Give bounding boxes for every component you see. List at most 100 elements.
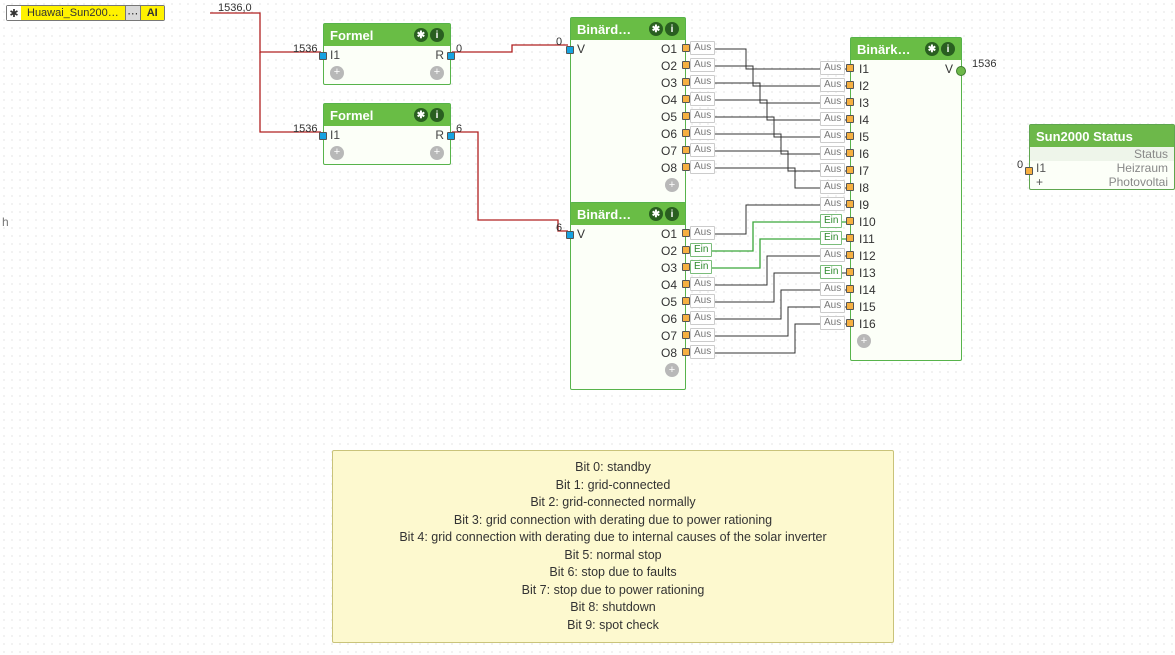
wire-state-label: Aus bbox=[820, 316, 845, 330]
gear-icon[interactable]: ✱ bbox=[414, 28, 428, 42]
wire-state-label: Aus bbox=[820, 282, 845, 296]
add-input-icon[interactable]: + bbox=[330, 66, 344, 80]
port-in-i4[interactable] bbox=[846, 115, 854, 123]
port-out-o8[interactable] bbox=[682, 348, 690, 356]
formel-block-1[interactable]: Formel ✱ i I1 R + + bbox=[323, 23, 451, 85]
input-label: I14 bbox=[859, 283, 876, 297]
source-out-value: 1536,0 bbox=[218, 2, 252, 14]
port-out-r[interactable] bbox=[447, 52, 455, 60]
input-label: I4 bbox=[859, 113, 869, 127]
add-output-icon[interactable]: + bbox=[430, 66, 444, 80]
info-icon[interactable]: i bbox=[665, 207, 679, 221]
port-in-i11[interactable] bbox=[846, 234, 854, 242]
add-input-icon[interactable]: + bbox=[1036, 175, 1043, 189]
add-output-icon[interactable]: + bbox=[665, 178, 679, 192]
port-in-i1[interactable] bbox=[319, 52, 327, 60]
gear-icon[interactable]: ✱ bbox=[7, 6, 21, 20]
output-label: O3 bbox=[661, 261, 677, 275]
wire-state-label: Aus bbox=[690, 143, 715, 157]
add-input-icon[interactable]: + bbox=[330, 146, 344, 160]
binary-decoder-block-1[interactable]: Binärd… ✱ i VO1O2O3O4O5O6O7O8+ bbox=[570, 17, 686, 205]
wire-state-label: Aus bbox=[690, 75, 715, 89]
port-in-i10[interactable] bbox=[846, 217, 854, 225]
source-block[interactable]: ✱ Huawai_Sun200… ⋯ AI bbox=[6, 5, 165, 21]
port-out-o2[interactable] bbox=[682, 246, 690, 254]
info-icon[interactable]: i bbox=[430, 108, 444, 122]
port-out-o1[interactable] bbox=[682, 44, 690, 52]
port-in-i7[interactable] bbox=[846, 166, 854, 174]
binary-encoder-block[interactable]: Binärk… ✱ i VI1I2I3I4I5I6I7I8I9I10I11I12… bbox=[850, 37, 962, 361]
port-out-o7[interactable] bbox=[682, 331, 690, 339]
add-output-icon[interactable]: + bbox=[665, 363, 679, 377]
status-text-block[interactable]: Sun2000 Status Status I1 Heizraum + Phot… bbox=[1029, 124, 1175, 190]
info-icon[interactable]: i bbox=[665, 22, 679, 36]
port-out-o3[interactable] bbox=[682, 78, 690, 86]
block-header[interactable]: Binärk… ✱ i bbox=[851, 38, 961, 60]
output-label: O8 bbox=[661, 161, 677, 175]
port-out-o5[interactable] bbox=[682, 297, 690, 305]
info-icon[interactable]: i bbox=[430, 28, 444, 42]
gear-icon[interactable]: ✱ bbox=[649, 22, 663, 36]
port-in-i1[interactable] bbox=[1025, 167, 1033, 175]
gear-icon[interactable]: ✱ bbox=[925, 42, 939, 56]
input-label: I7 bbox=[859, 164, 869, 178]
add-input-icon[interactable]: + bbox=[857, 334, 871, 348]
input-label: I1 bbox=[859, 62, 869, 76]
output-label: O1 bbox=[661, 42, 677, 56]
gear-icon[interactable]: ✱ bbox=[649, 207, 663, 221]
port-out-o4[interactable] bbox=[682, 280, 690, 288]
port-in-v[interactable] bbox=[566, 46, 574, 54]
port-out-o8[interactable] bbox=[682, 163, 690, 171]
add-output-icon[interactable]: + bbox=[430, 146, 444, 160]
status-line-1: Heizraum bbox=[1102, 161, 1168, 175]
wire-state-label: Aus bbox=[820, 95, 845, 109]
block-header[interactable]: Formel ✱ i bbox=[324, 104, 450, 126]
port-in-i6[interactable] bbox=[846, 149, 854, 157]
port-out-o6[interactable] bbox=[682, 129, 690, 137]
note-line: Bit 0: standby bbox=[349, 459, 877, 477]
info-icon[interactable]: i bbox=[941, 42, 955, 56]
input-label: I1 bbox=[330, 128, 387, 142]
port-in-i9[interactable] bbox=[846, 200, 854, 208]
port-out-r[interactable] bbox=[447, 132, 455, 140]
port-in-i3[interactable] bbox=[846, 98, 854, 106]
wire-state-label: Ein bbox=[820, 265, 842, 279]
port-in-i1[interactable] bbox=[846, 64, 854, 72]
wire-state-label: Ein bbox=[690, 260, 712, 274]
port-out-o1[interactable] bbox=[682, 229, 690, 237]
block-header[interactable]: Formel ✱ i bbox=[324, 24, 450, 46]
port-out-o4[interactable] bbox=[682, 95, 690, 103]
port-in-i2[interactable] bbox=[846, 81, 854, 89]
wire-state-label: Aus bbox=[690, 226, 715, 240]
block-header[interactable]: Binärd… ✱ i bbox=[571, 203, 685, 225]
port-out-o6[interactable] bbox=[682, 314, 690, 322]
input-label: I5 bbox=[859, 130, 869, 144]
formel-block-2[interactable]: Formel ✱ i I1 R + + bbox=[323, 103, 451, 165]
gear-icon[interactable]: ✱ bbox=[414, 108, 428, 122]
port-in-v[interactable] bbox=[566, 231, 574, 239]
note-line: Bit 4: grid connection with derating due… bbox=[349, 529, 877, 547]
output-label: O1 bbox=[661, 227, 677, 241]
block-header[interactable]: Binärd… ✱ i bbox=[571, 18, 685, 40]
port-in-i16[interactable] bbox=[846, 319, 854, 327]
port-out-o3[interactable] bbox=[682, 263, 690, 271]
wire-state-label: Aus bbox=[690, 328, 715, 342]
port-in-i12[interactable] bbox=[846, 251, 854, 259]
port-in-i1[interactable] bbox=[319, 132, 327, 140]
binary-decoder-block-2[interactable]: Binärd… ✱ i VO1O2O3O4O5O6O7O8+ bbox=[570, 202, 686, 390]
output-label: O7 bbox=[661, 144, 677, 158]
input-label: I1 bbox=[330, 48, 387, 62]
port-in-i15[interactable] bbox=[846, 302, 854, 310]
port-in-i13[interactable] bbox=[846, 268, 854, 276]
block-header[interactable]: Sun2000 Status bbox=[1030, 125, 1174, 147]
port-out-o2[interactable] bbox=[682, 61, 690, 69]
ellipsis-icon[interactable]: ⋯ bbox=[125, 6, 140, 20]
port-out-o7[interactable] bbox=[682, 146, 690, 154]
port-in-i8[interactable] bbox=[846, 183, 854, 191]
port-out-o5[interactable] bbox=[682, 112, 690, 120]
wire-state-label: Aus bbox=[690, 277, 715, 291]
port-in-i14[interactable] bbox=[846, 285, 854, 293]
port-out-v[interactable] bbox=[956, 66, 966, 76]
input-label: I10 bbox=[859, 215, 876, 229]
port-in-i5[interactable] bbox=[846, 132, 854, 140]
